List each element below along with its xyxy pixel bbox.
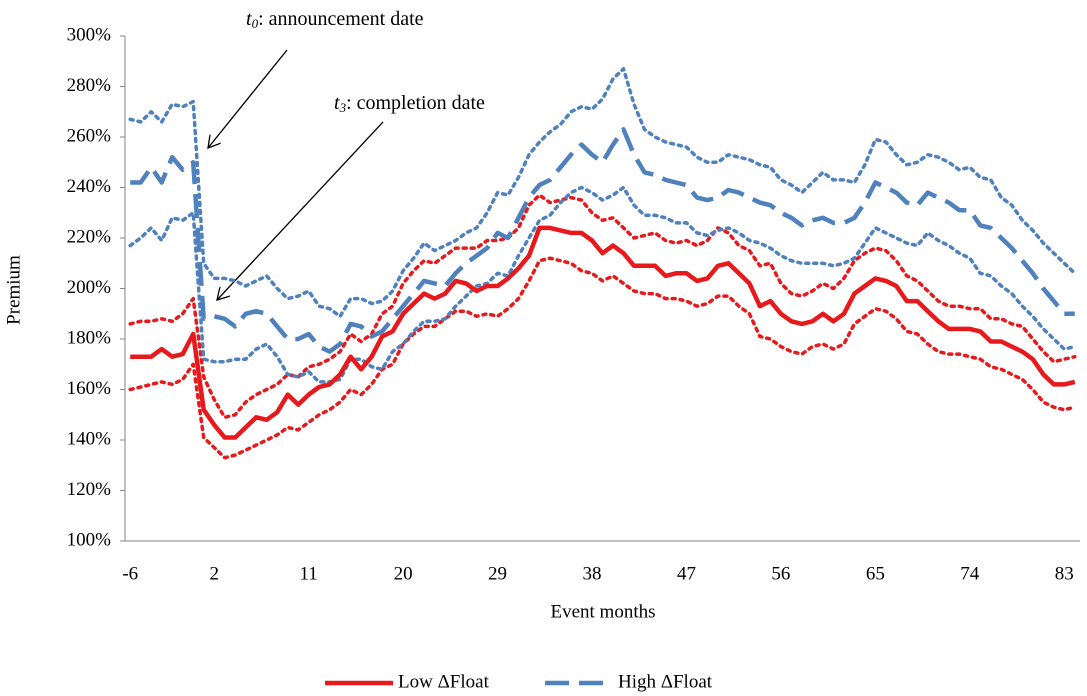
annotation-arrow: [217, 121, 384, 300]
annotation: t0: announcement date: [246, 8, 424, 31]
y-tick-label: 300%: [67, 24, 112, 45]
y-tick-label: 280%: [67, 75, 112, 96]
x-tick-label: 56: [771, 563, 790, 584]
x-tick-label: 83: [1055, 563, 1074, 584]
annotation-rest: : completion date: [346, 92, 485, 114]
line-series: [128, 256, 1077, 460]
annotation: t3: completion date: [334, 92, 485, 115]
y-tick-label: 120%: [67, 479, 112, 500]
annotation-sub: 0: [252, 16, 259, 31]
x-tick-label: 11: [300, 563, 318, 584]
line-series: [128, 193, 1077, 420]
y-axis-label: Premium: [3, 255, 24, 325]
annotation-t: t: [334, 92, 340, 114]
y-tick-label: 220%: [67, 226, 112, 247]
legend-label: Low ΔFloat: [398, 671, 490, 692]
line-series: [128, 185, 1077, 384]
legend-label: High ΔFloat: [618, 671, 713, 692]
line-series: [130, 225, 1076, 440]
x-tick-label: 74: [960, 563, 980, 584]
annotation-arrow: [208, 49, 288, 148]
x-tick-label: 38: [583, 563, 602, 584]
line-series: [128, 67, 1077, 319]
x-tick-label: 65: [866, 563, 885, 584]
y-tick-label: 260%: [67, 125, 112, 146]
y-tick-label: 200%: [67, 277, 112, 298]
x-axis-label: Event months: [550, 601, 655, 622]
y-tick-label: 240%: [67, 176, 112, 197]
y-tick-label: 100%: [67, 529, 112, 550]
x-tick-label: 47: [677, 563, 696, 584]
x-tick-label: 20: [394, 563, 413, 584]
y-tick-label: 180%: [67, 327, 112, 348]
x-tick-label: 29: [488, 563, 507, 584]
annotation-t: t: [246, 8, 252, 30]
x-tick-label: 2: [209, 563, 219, 584]
y-tick-label: 160%: [67, 378, 112, 399]
y-tick-label: 140%: [67, 428, 112, 449]
annotation-sub: 3: [339, 100, 347, 115]
x-tick-label: -6: [122, 563, 138, 584]
annotation-rest: : announcement date: [258, 8, 424, 30]
